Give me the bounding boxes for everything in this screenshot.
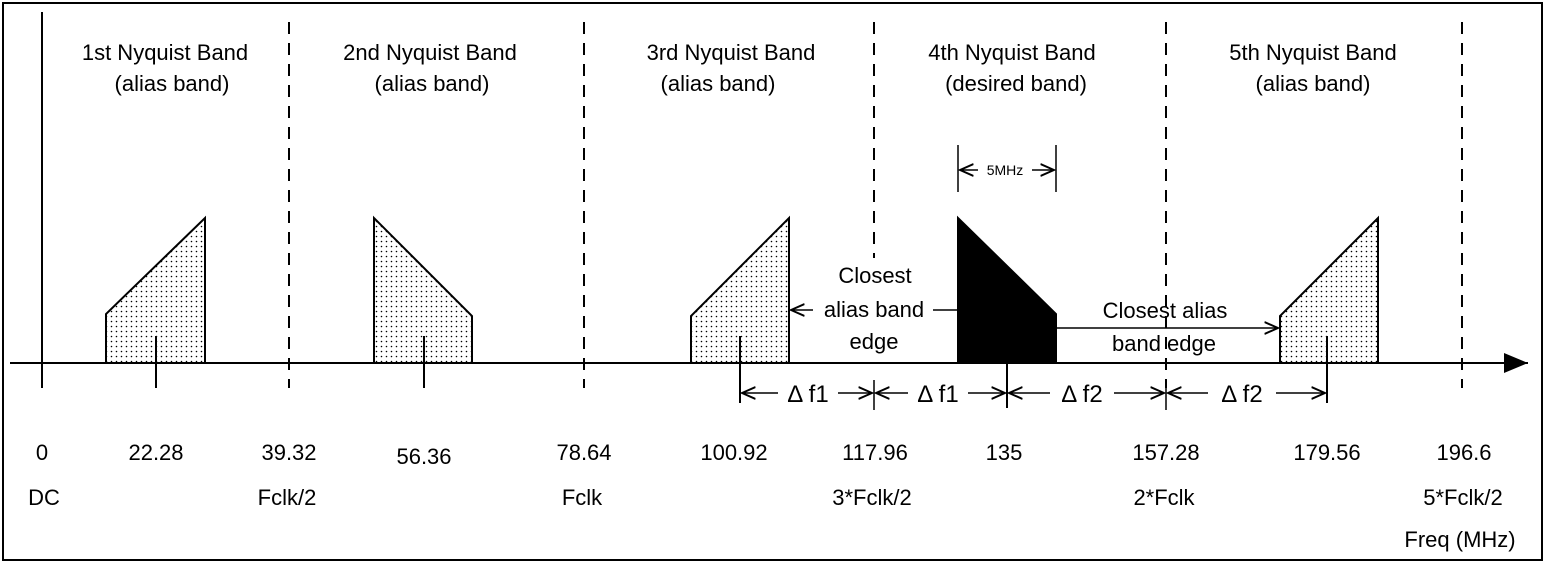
delta-f2-label-left: Δ f2 [1061, 381, 1102, 408]
delta-f1-label-right: Δ f1 [917, 381, 958, 408]
band-3-title: 3rd Nyquist Band [647, 40, 816, 65]
freq-label-135: 135 [986, 440, 1023, 465]
band-5-title: 5th Nyquist Band [1229, 40, 1397, 65]
delta-labels: Δ f1 Δ f1 Δ f2 Δ f2 [787, 381, 1262, 408]
band-4-title: 4th Nyquist Band [928, 40, 1096, 65]
frequency-labels: 0 22.28 39.32 56.36 78.64 100.92 117.96 … [36, 440, 1492, 469]
band-3-subtitle: (alias band) [661, 71, 776, 96]
band-titles: 1st Nyquist Band (alias band) 2nd Nyquis… [82, 40, 1397, 96]
clock-label-dc: DC [28, 485, 60, 510]
alias-spectrum-band-1 [105, 215, 206, 364]
band-4-subtitle: (desired band) [945, 71, 1087, 96]
closest-edge-left-line-1: Closest [838, 263, 911, 288]
clock-labels: DC Fclk/2 Fclk 3*Fclk/2 2*Fclk 5*Fclk/2 [28, 485, 1503, 510]
closest-edge-right-line-2: band edge [1112, 331, 1216, 356]
clock-label-fclk: Fclk [562, 485, 603, 510]
closest-edge-annotations: Closest alias band edge Closest alias ba… [791, 263, 1278, 356]
closest-edge-right-line-1: Closest alias [1103, 298, 1228, 323]
freq-label-196-6: 196.6 [1436, 440, 1491, 465]
band-2-title: 2nd Nyquist Band [343, 40, 517, 65]
freq-label-22-28: 22.28 [128, 440, 183, 465]
delta-f2-label-right: Δ f2 [1221, 381, 1262, 408]
freq-label-100-92: 100.92 [700, 440, 767, 465]
clock-label-5fclk-half: 5*Fclk/2 [1423, 485, 1502, 510]
band-2-subtitle: (alias band) [375, 71, 490, 96]
band-1-title: 1st Nyquist Band [82, 40, 248, 65]
nyquist-boundaries [288, 22, 1463, 388]
closest-edge-left-line-3: edge [850, 329, 899, 354]
freq-label-179-56: 179.56 [1293, 440, 1360, 465]
alias-spectrum-band-3 [690, 215, 790, 364]
closest-edge-left-line-2: alias band [824, 297, 924, 322]
alias-spectrum-band-2 [373, 215, 473, 364]
axis-unit-label: Freq (MHz) [1404, 527, 1515, 552]
freq-label-117-96: 117.96 [842, 440, 908, 465]
clock-label-3fclk-half: 3*Fclk/2 [832, 485, 911, 510]
freq-label-78-64: 78.64 [556, 440, 611, 465]
bandwidth-indicator: 5MHz [957, 145, 1057, 192]
center-markers [155, 336, 1328, 408]
delta-dimensions [742, 380, 1325, 410]
freq-label-157-28: 157.28 [1132, 440, 1199, 465]
desired-spectrum-band-4 [957, 215, 1057, 364]
band-5-subtitle: (alias band) [1256, 71, 1371, 96]
freq-label-0: 0 [36, 440, 48, 465]
alias-spectrum-band-5 [1279, 215, 1379, 364]
band-1-subtitle: (alias band) [115, 71, 230, 96]
delta-f1-label-left: Δ f1 [787, 381, 828, 408]
clock-label-2fclk: 2*Fclk [1133, 485, 1195, 510]
clock-label-fclk-half: Fclk/2 [258, 485, 317, 510]
bandwidth-label: 5MHz [987, 162, 1024, 178]
freq-label-56-36: 56.36 [396, 444, 451, 469]
spectra [105, 215, 1379, 364]
freq-label-39-32: 39.32 [261, 440, 316, 465]
